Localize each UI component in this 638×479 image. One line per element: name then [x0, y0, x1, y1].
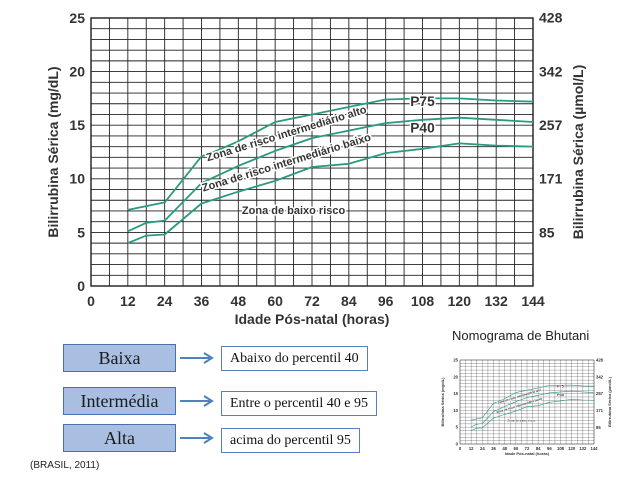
plot-frame [90, 17, 534, 287]
y-tick-label: 10 [69, 171, 85, 187]
arrow-right-icon [180, 395, 214, 407]
arrow-right-icon [180, 352, 214, 364]
x-tick-label: 12 [469, 446, 474, 451]
annotation-low-risk-zone: Zona de baixo risco [242, 205, 346, 217]
grid [459, 359, 595, 445]
bhutani-nomogram-chart: 0 12 24 36 48 60 72 84 96 108 120 132 144 0 5 10 15 20 25 8… [45, 10, 586, 327]
desc-box-alta: acima do percentil 95 [221, 428, 360, 453]
annotation-low-risk-zone: Zona de baixo risco [507, 418, 535, 422]
x-tick-label: 96 [547, 446, 552, 451]
thumbnail-title: Nomograma de Bhutani [452, 328, 590, 343]
y2-axis-label: Bilirrubina Sérica (µmol/L) [570, 65, 586, 240]
x-tick-label: 0 [87, 293, 95, 309]
x-tick-label: 144 [591, 446, 599, 451]
x-tick-label: 120 [568, 446, 576, 451]
x-axis-label: Idade Pós-natal (horas) [505, 451, 550, 456]
x-tick-label: 48 [231, 293, 247, 309]
plot-frame [459, 359, 595, 445]
x-tick-label: 144 [521, 293, 545, 309]
y-tick-label: 0 [456, 441, 459, 446]
series-line-p40 [471, 399, 595, 431]
x-tick-label: 84 [341, 293, 357, 309]
series-line-p95 [471, 384, 595, 421]
y2-tick-label: 257 [539, 117, 563, 133]
x-tick-label: 132 [484, 293, 508, 309]
y-tick-label: 20 [69, 64, 85, 80]
x-tick-label: 60 [267, 293, 283, 309]
y-tick-label: 25 [453, 357, 458, 362]
y-tick-label: 25 [69, 10, 85, 26]
y2-tick-label: 428 [596, 357, 604, 362]
y-tick-label: 15 [453, 391, 458, 396]
series-line-p40 [127, 142, 534, 244]
x-tick-label: 0 [459, 446, 462, 451]
y2-tick-label: 428 [539, 10, 563, 26]
series-line-p95 [127, 97, 534, 211]
y2-tick-label: 85 [596, 425, 601, 430]
annotation-p40: P40 [410, 121, 435, 136]
grid [90, 17, 534, 287]
x-tick-label: 108 [557, 446, 565, 451]
y2-tick-label: 257 [596, 391, 604, 396]
x-tick-label: 84 [536, 446, 541, 451]
x-axis-label: Idade Pós-natal (horas) [235, 311, 390, 327]
x-tick-label: 12 [120, 293, 136, 309]
annotation-p40: P40 [557, 393, 564, 397]
risk-box-baixa: Baixa [63, 344, 176, 372]
y2-tick-label: 171 [596, 408, 604, 413]
x-tick-label: 24 [157, 293, 173, 309]
y-axis-label: Bilirrubina Sérica (mg/dL) [440, 377, 445, 427]
y-tick-label: 20 [453, 374, 458, 379]
annotation-p75: P75 [557, 385, 564, 389]
annotation-zone-high-intermediate: Zona de risco intermediário alto [205, 104, 368, 164]
annotation-p75: P75 [410, 94, 435, 109]
y2-tick-label: 342 [539, 64, 563, 80]
series-line-p75 [471, 390, 595, 428]
arrow-right-icon [180, 432, 214, 444]
bhutani-nomogram-thumbnail: 0 12 24 36 48 60 72 84 96 108 120 132 144 0 5 10 15 20 25 8… [440, 357, 612, 456]
x-tick-label: 120 [448, 293, 472, 309]
x-tick-label: 36 [491, 446, 496, 451]
x-tick-label: 96 [378, 293, 394, 309]
x-tick-label: 108 [411, 293, 435, 309]
risk-box-intermedia: Intermédia [63, 387, 176, 415]
x-tick-label: 60 [513, 446, 518, 451]
y2-axis-label: Bilirrubina Sérica (µmol/L) [607, 376, 612, 427]
y-tick-label: 0 [77, 278, 85, 294]
x-tick-label: 72 [525, 446, 530, 451]
y-tick-label: 5 [456, 425, 459, 430]
x-tick-label: 24 [480, 446, 485, 451]
x-tick-label: 48 [502, 446, 507, 451]
annotation-zone-low-intermediate: Zona de risco intermediário baixo [201, 132, 373, 195]
series-line-p75 [127, 116, 534, 233]
source-citation: (BRASIL, 2011) [30, 460, 100, 471]
desc-box-baixa: Abaixo do percentil 40 [221, 346, 368, 371]
x-tick-label: 36 [194, 293, 210, 309]
y2-tick-label: 85 [539, 225, 555, 241]
x-tick-label: 72 [304, 293, 320, 309]
y-tick-label: 10 [453, 408, 458, 413]
x-tick-label: 132 [579, 446, 587, 451]
y2-tick-label: 171 [539, 171, 563, 187]
y2-tick-label: 342 [596, 374, 604, 379]
y-tick-label: 15 [69, 117, 85, 133]
y-tick-label: 5 [77, 224, 85, 240]
desc-box-intermedia: Entre o percentil 40 e 95 [221, 391, 378, 416]
risk-box-alta: Alta [63, 424, 176, 452]
y-axis-label: Bilirrubina Sérica (mg/dL) [45, 66, 61, 237]
